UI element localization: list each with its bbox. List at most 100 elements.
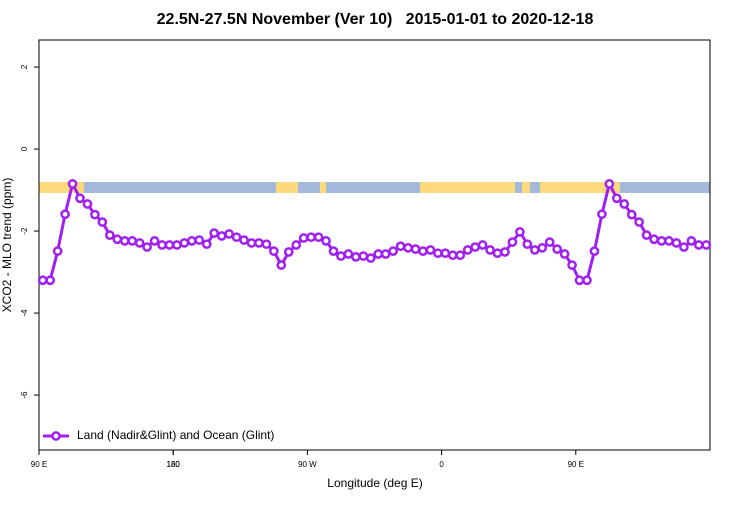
data-point [529, 245, 540, 255]
data-point [403, 243, 413, 253]
data-point [283, 247, 294, 257]
x-tick-label: 90 W [298, 460, 317, 469]
data-point [433, 248, 443, 259]
data-point [626, 209, 637, 220]
data-point [321, 236, 331, 246]
data-point [328, 246, 339, 256]
data-point [380, 249, 391, 259]
data-point [276, 260, 287, 270]
land-strip [540, 182, 620, 193]
data-point [485, 245, 495, 255]
data-point [172, 240, 182, 250]
data-point [164, 240, 175, 250]
x-tick-label: 180 [167, 460, 181, 469]
data-point [515, 227, 525, 237]
data-point [701, 240, 712, 250]
data-point [507, 237, 518, 247]
data-point [186, 236, 197, 246]
data-point [388, 246, 398, 256]
data-point [395, 241, 406, 252]
legend-marker [51, 431, 61, 441]
data-point [552, 244, 563, 254]
data-point [671, 238, 682, 248]
data-point [194, 235, 205, 245]
data-point [537, 243, 548, 253]
data-point [619, 199, 630, 209]
data-point [641, 230, 652, 241]
data-point [470, 242, 480, 252]
data-point [686, 236, 697, 246]
y-tick-label: 0 [20, 146, 29, 151]
data-point [656, 236, 667, 246]
data-point [522, 239, 533, 250]
x-tick-label: 90 E [31, 460, 47, 469]
data-point [75, 193, 85, 204]
data-point [477, 240, 488, 250]
data-point [358, 251, 369, 261]
data-point [693, 240, 704, 250]
data-point [201, 239, 212, 250]
data-point [559, 249, 570, 259]
data-point [254, 238, 264, 248]
data-point [336, 251, 346, 261]
data-point [351, 252, 361, 262]
data-point [224, 229, 234, 239]
land-strip [320, 182, 326, 193]
chart-title: 22.5N-27.5N November (Ver 10) 2015-01-01… [157, 11, 594, 28]
land-strip [276, 182, 298, 193]
data-point [37, 275, 48, 286]
data-point [343, 249, 354, 259]
data-point [664, 236, 674, 246]
x-tick-label: 90 E [568, 460, 584, 469]
data-point [604, 179, 615, 189]
data-point [418, 246, 428, 256]
data-point [567, 260, 577, 270]
data-point [216, 231, 227, 241]
y-tick-label: -2 [20, 227, 29, 235]
data-point [142, 242, 152, 252]
x-tick-label: 0 [439, 460, 444, 469]
data-point [119, 236, 130, 246]
data-point [231, 232, 242, 243]
y-tick-label: -4 [20, 309, 29, 317]
data-point [425, 245, 436, 255]
data-point [611, 193, 622, 204]
x-axis-label: Longitude (deg E) [327, 476, 422, 490]
data-point [306, 232, 316, 243]
data-point [112, 234, 123, 245]
data-point [589, 246, 600, 256]
land-strip [420, 182, 515, 193]
data-point [104, 230, 115, 241]
y-tick-label: 2 [20, 64, 29, 69]
data-point [269, 246, 279, 256]
data-point [544, 237, 555, 247]
y-axis-label: XCO2 - MLO trend (ppm) [0, 178, 14, 313]
data-point [298, 233, 309, 243]
data-point [679, 242, 689, 252]
data-point [149, 236, 160, 246]
data-point [440, 248, 451, 259]
data-point [492, 248, 503, 259]
data-point [462, 245, 473, 255]
data-point [246, 238, 257, 248]
data-point [60, 209, 70, 220]
data-point [127, 236, 138, 246]
data-point [239, 235, 249, 245]
data-point [179, 238, 190, 248]
data-point [82, 199, 93, 209]
data-point [52, 246, 63, 256]
y-tick-label: -6 [20, 391, 29, 399]
data-point [373, 249, 384, 259]
land-ocean-strip [39, 182, 710, 193]
data-point [209, 228, 220, 238]
data-point [313, 232, 324, 243]
data-point [500, 247, 510, 257]
land-strip [522, 182, 530, 193]
land-strip [39, 182, 84, 193]
data-point [365, 253, 376, 263]
data-point [410, 244, 421, 254]
data-point [582, 275, 592, 286]
data-point [291, 240, 302, 250]
